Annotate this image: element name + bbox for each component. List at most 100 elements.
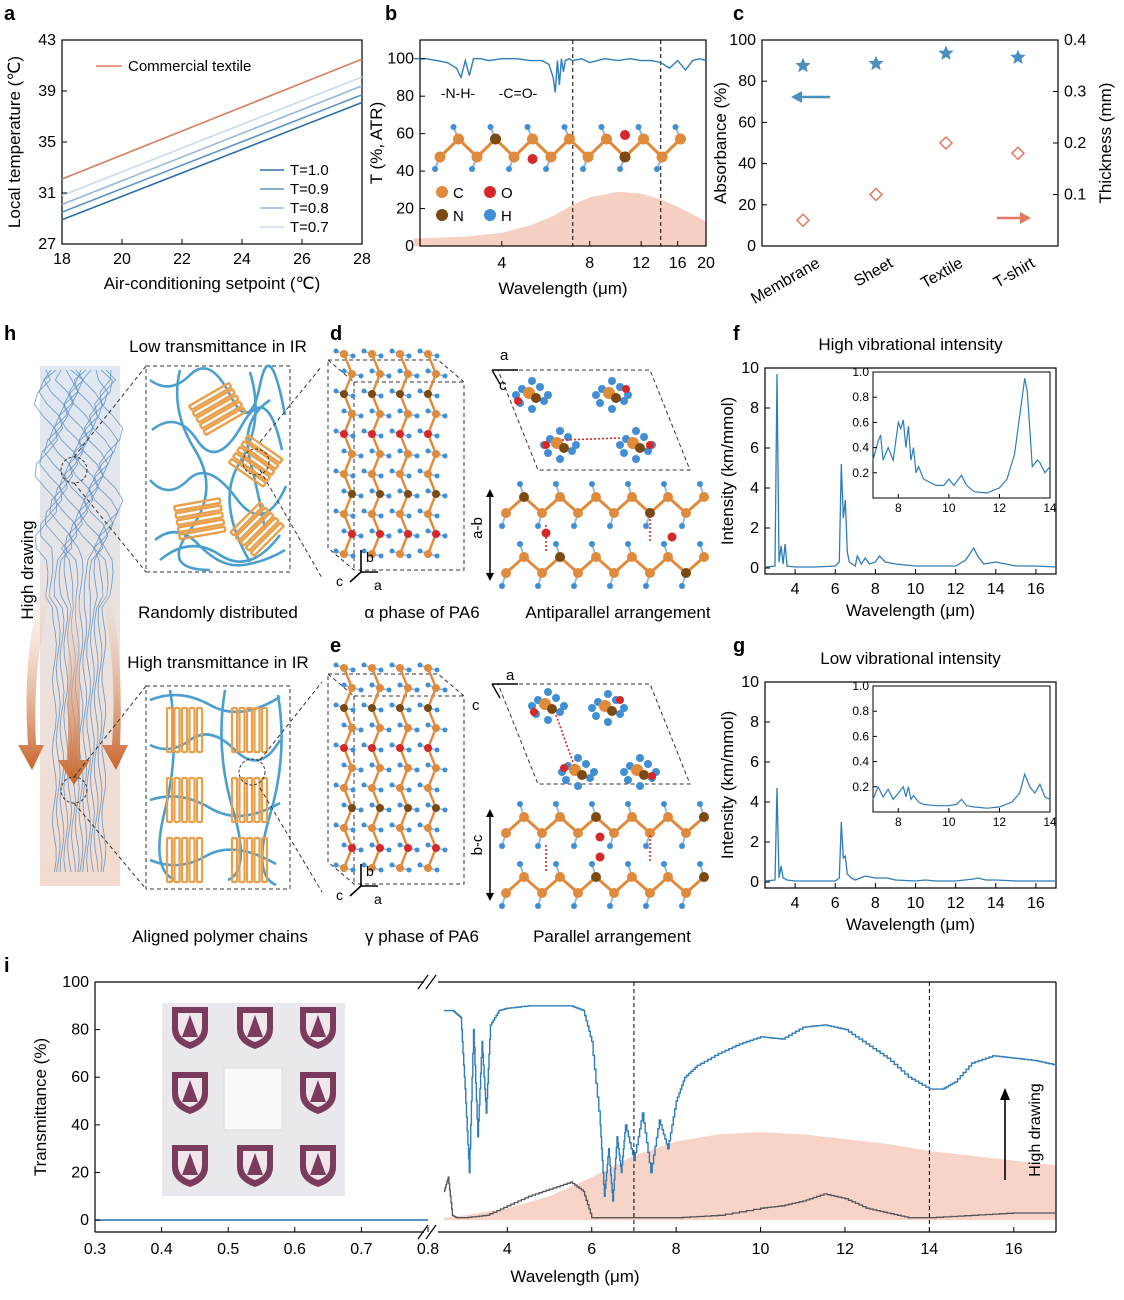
inset-line bbox=[872, 772, 1051, 809]
molecule-cluster bbox=[616, 427, 656, 463]
atom bbox=[471, 151, 483, 163]
h-atom bbox=[417, 862, 423, 868]
h-atom bbox=[535, 843, 541, 849]
x-axis-label: Wavelength (μm) bbox=[846, 601, 975, 620]
atom bbox=[663, 552, 673, 562]
lamella-fold bbox=[202, 407, 247, 436]
atom bbox=[656, 151, 668, 163]
polymer-chain bbox=[175, 369, 211, 572]
h-bond bbox=[561, 437, 621, 441]
h-atom bbox=[361, 862, 367, 868]
atom bbox=[699, 872, 709, 882]
atom bbox=[681, 828, 691, 838]
h-atom bbox=[608, 377, 616, 385]
h-atom bbox=[369, 448, 375, 454]
atom bbox=[368, 664, 376, 672]
blackbody-area bbox=[444, 1132, 1056, 1221]
h-atom bbox=[341, 682, 347, 688]
atom bbox=[573, 828, 583, 838]
atom bbox=[340, 784, 348, 792]
h-atom bbox=[506, 166, 512, 172]
lamella-fold bbox=[239, 511, 275, 547]
y-tick-label: 100 bbox=[387, 51, 414, 68]
atr-spectrum bbox=[413, 57, 707, 93]
h-atom bbox=[442, 373, 448, 379]
molecule-cluster bbox=[540, 427, 580, 463]
h-atom bbox=[417, 702, 423, 708]
inset-x-tick-label: 10 bbox=[942, 501, 956, 515]
y-tick-label: 80 bbox=[71, 1022, 89, 1039]
h-atom bbox=[434, 747, 440, 753]
drawing-arrow-center bbox=[58, 600, 90, 785]
h-atom bbox=[604, 718, 612, 726]
h-atom bbox=[524, 124, 531, 130]
h-atom bbox=[553, 541, 559, 547]
molecule-cluster bbox=[620, 754, 660, 790]
y-tick-label: 80 bbox=[738, 73, 756, 90]
lamella-fold bbox=[173, 706, 181, 754]
h-atom bbox=[369, 368, 375, 374]
atom bbox=[340, 510, 348, 518]
atom bbox=[340, 390, 348, 398]
h-atom bbox=[535, 903, 541, 909]
atom bbox=[424, 864, 432, 872]
e-caption-arrangement: Parallel arrangement bbox=[533, 927, 691, 946]
atom bbox=[663, 812, 673, 822]
y-tick-label: 40 bbox=[396, 163, 414, 180]
y-axis-label: Transmittance (%) bbox=[31, 1038, 50, 1176]
fiber-strand bbox=[33, 369, 58, 873]
h-atom bbox=[386, 727, 392, 733]
atom bbox=[619, 151, 631, 163]
axis-c bbox=[349, 885, 362, 897]
lamella-fold bbox=[180, 706, 189, 754]
h-atom bbox=[389, 862, 395, 868]
x-tick-label: 10 bbox=[907, 895, 925, 912]
category-label: T-shirt bbox=[991, 254, 1038, 291]
x-tick-label: 4 bbox=[791, 581, 800, 598]
h-atom bbox=[397, 682, 403, 688]
h-atom bbox=[386, 533, 392, 539]
h-atom bbox=[378, 513, 384, 519]
y2-tick-label: 0.1 bbox=[1064, 187, 1086, 204]
lamella-fold bbox=[238, 776, 246, 824]
h-atom bbox=[536, 383, 544, 391]
atom bbox=[573, 568, 583, 578]
atom bbox=[609, 568, 619, 578]
h-atom bbox=[620, 768, 628, 776]
atom bbox=[519, 492, 529, 502]
x-tick-label: 0.3 bbox=[84, 1241, 106, 1258]
atom bbox=[340, 824, 348, 832]
atom bbox=[591, 872, 601, 882]
o-atom bbox=[620, 130, 630, 140]
atom bbox=[519, 552, 529, 562]
h-atom bbox=[571, 583, 577, 589]
x-tick-label: 16 bbox=[1027, 895, 1045, 912]
h-atom bbox=[434, 473, 440, 479]
y-tick-label: 4 bbox=[750, 794, 759, 811]
lamella-fold bbox=[234, 506, 270, 542]
atom bbox=[434, 151, 446, 163]
seal-tree bbox=[247, 1153, 263, 1175]
atom bbox=[635, 443, 645, 453]
lamella-fold bbox=[176, 518, 226, 534]
x-tick-label: 8 bbox=[871, 581, 880, 598]
h-atom bbox=[341, 448, 347, 454]
h-atom bbox=[369, 682, 375, 688]
h-atom bbox=[358, 727, 364, 733]
x-tick-label: 6 bbox=[831, 581, 840, 598]
atom bbox=[396, 704, 404, 712]
h-atom bbox=[643, 843, 649, 849]
crystal-lamella bbox=[173, 497, 227, 541]
h-atom bbox=[406, 553, 412, 559]
legend-label: C bbox=[453, 185, 464, 202]
y-tick-label: 0 bbox=[750, 560, 759, 577]
h-atom bbox=[434, 553, 440, 559]
x-axis-label: Wavelength (μm) bbox=[498, 279, 627, 298]
h-atom bbox=[636, 754, 644, 762]
h-atom bbox=[589, 481, 595, 487]
atom bbox=[645, 888, 655, 898]
atom bbox=[396, 864, 404, 872]
h-atom bbox=[341, 762, 347, 768]
y2-tick-label: 0.4 bbox=[1064, 32, 1086, 49]
h-atom bbox=[544, 391, 552, 399]
